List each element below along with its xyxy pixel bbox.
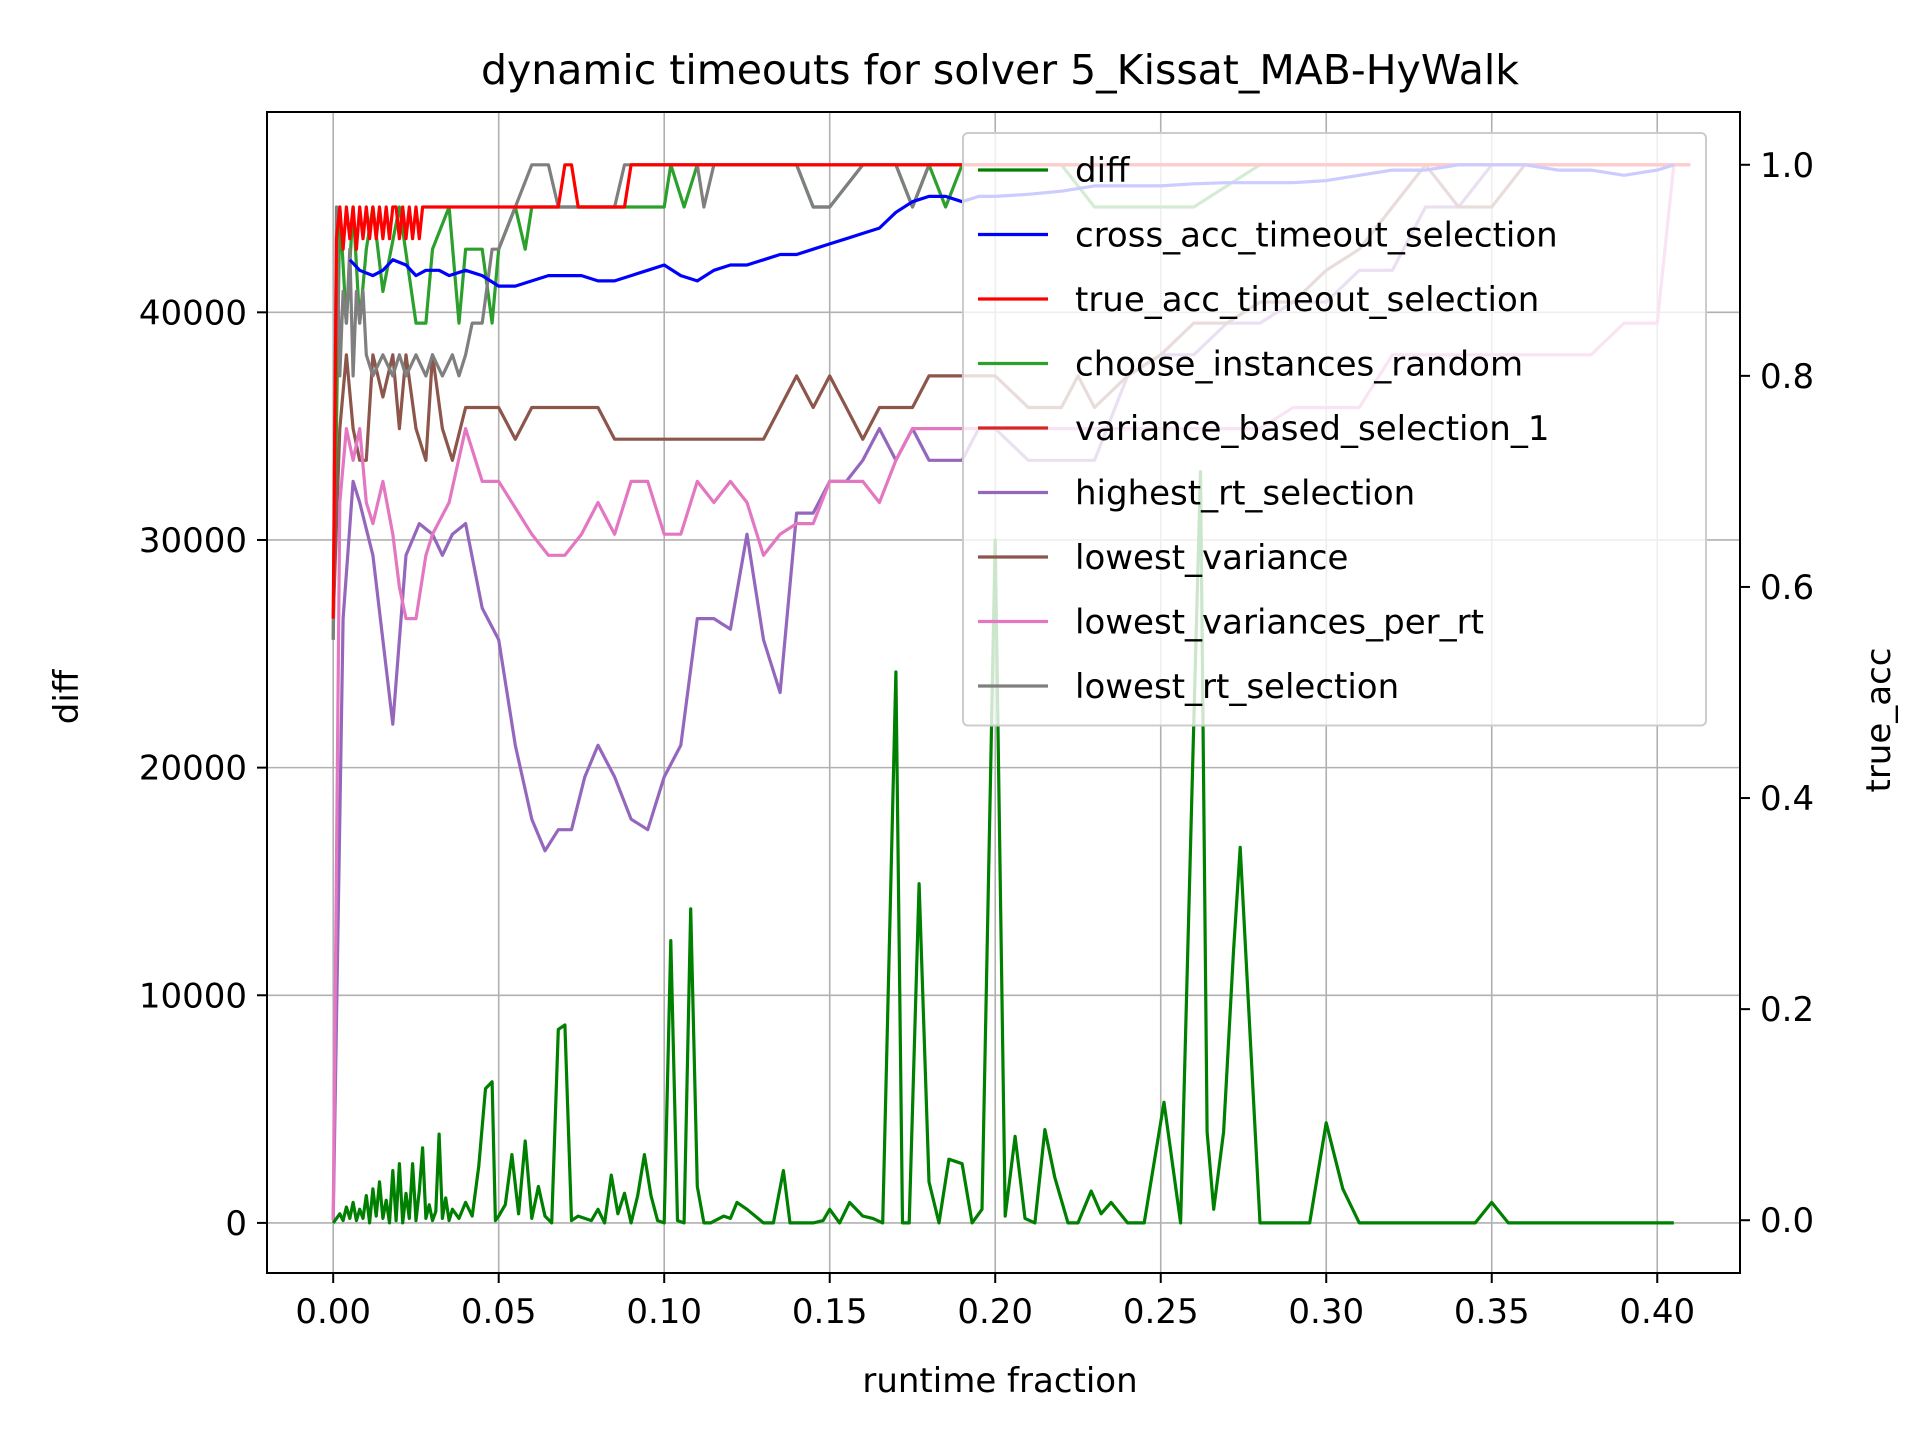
x-tick-label: 0.30 bbox=[1288, 1292, 1364, 1332]
y-axis-right: 0.0 0.2 0.4 0.6 0.8 1.0 bbox=[1740, 146, 1814, 1241]
legend: diff cross_acc_timeout_selection true_acc_… bbox=[962, 132, 1707, 727]
x-tick-label: 0.20 bbox=[957, 1292, 1033, 1332]
y-left-tick-label: 10000 bbox=[139, 976, 247, 1016]
chart-title: dynamic timeouts for solver 5_Kissat_MAB… bbox=[481, 46, 1519, 94]
x-axis-label: runtime fraction bbox=[862, 1361, 1137, 1401]
x-tick-label: 0.00 bbox=[295, 1292, 371, 1332]
y-right-tick-label: 0.2 bbox=[1760, 990, 1814, 1030]
y-left-tick-label: 40000 bbox=[139, 293, 247, 333]
x-tick-label: 0.35 bbox=[1454, 1292, 1530, 1332]
legend-label: choose_instances_random bbox=[1075, 345, 1523, 385]
x-tick-label: 0.15 bbox=[792, 1292, 868, 1332]
y-axis-left-label: diff bbox=[47, 668, 87, 724]
series-line-true-acc-timeout-selection bbox=[331, 163, 1691, 619]
y-right-tick-label: 1.0 bbox=[1760, 146, 1814, 186]
legend-label: variance_based_selection_1 bbox=[1075, 409, 1549, 449]
y-axis-right-label: true_acc bbox=[1859, 648, 1899, 793]
y-left-tick-label: 20000 bbox=[139, 749, 247, 789]
legend-label: lowest_variances_per_rt bbox=[1075, 603, 1484, 643]
axes-frame bbox=[266, 111, 1741, 1274]
legend-box bbox=[962, 132, 1707, 727]
x-axis: 0.00 0.05 0.10 0.15 0.20 0.25 0.30 0.35 0.40 bbox=[295, 1273, 1695, 1332]
legend-label: diff bbox=[1075, 151, 1131, 191]
y-left-tick-label: 0 bbox=[225, 1204, 247, 1244]
x-tick-label: 0.05 bbox=[461, 1292, 537, 1332]
legend-label: lowest_variance bbox=[1075, 538, 1348, 578]
x-tick-label: 0.25 bbox=[1123, 1292, 1199, 1332]
y-right-tick-label: 0.0 bbox=[1760, 1201, 1814, 1241]
legend-label: lowest_rt_selection bbox=[1075, 667, 1399, 707]
x-tick-label: 0.40 bbox=[1619, 1292, 1695, 1332]
x-tick-label: 0.10 bbox=[626, 1292, 702, 1332]
legend-label: true_acc_timeout_selection bbox=[1075, 280, 1539, 320]
y-right-tick-label: 0.6 bbox=[1760, 568, 1814, 608]
y-axis-left: 0 10000 20000 30000 40000 bbox=[139, 293, 267, 1244]
y-left-tick-label: 30000 bbox=[139, 521, 247, 561]
legend-label: cross_acc_timeout_selection bbox=[1075, 216, 1558, 256]
y-right-tick-label: 0.8 bbox=[1760, 357, 1814, 397]
legend-label: highest_rt_selection bbox=[1075, 474, 1415, 514]
y-right-tick-label: 0.4 bbox=[1760, 779, 1814, 819]
series-line-diff bbox=[331, 470, 1674, 1225]
series-line-lowest-rt-selection bbox=[331, 163, 1691, 640]
